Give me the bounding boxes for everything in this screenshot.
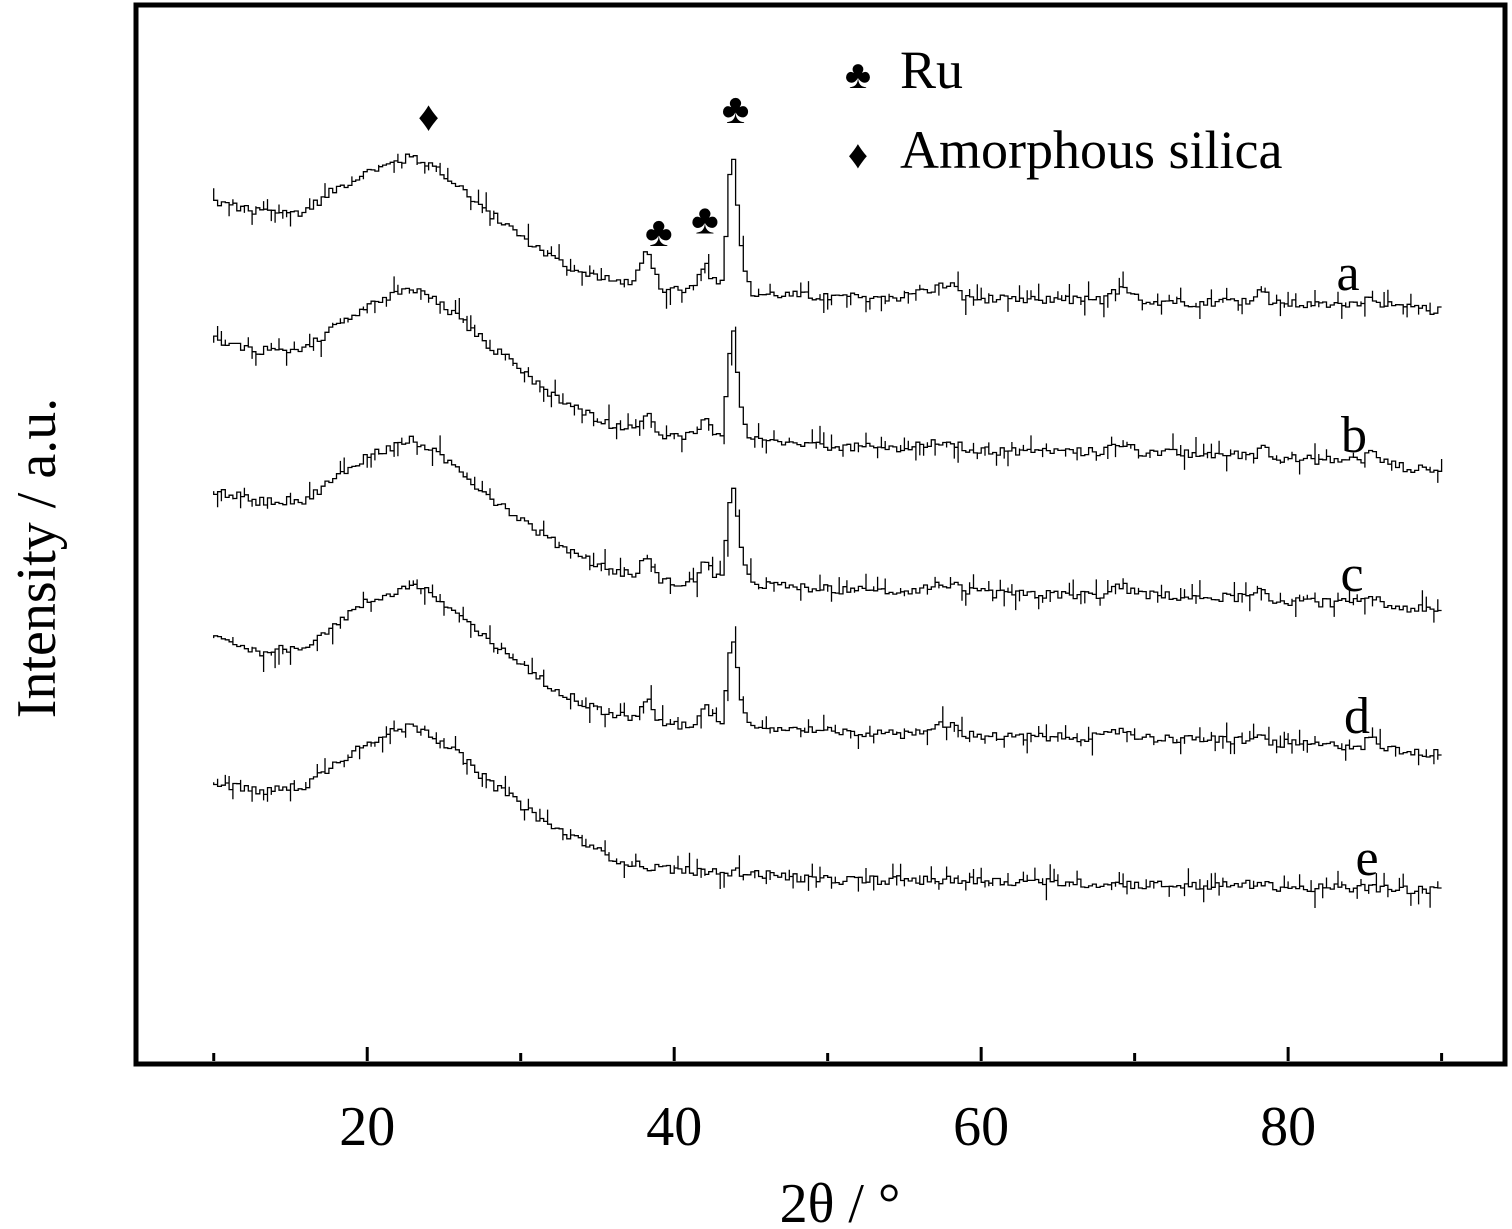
series-trace-b [213,276,1443,483]
x-axis-label: 2θ / ° [780,1173,901,1229]
x-ticks [212,1047,1444,1061]
y-axis-label: Intensity / a.u. [6,398,68,718]
x-tick-label: 80 [1260,1096,1316,1158]
series-trace-c [213,435,1442,623]
club-marker-icon: ♣ [722,87,750,133]
x-tick-label: 60 [953,1096,1009,1158]
series-label-d: d [1344,688,1370,745]
x-tick-label: 40 [646,1096,702,1158]
series-labels: a b c d e [1336,245,1378,887]
peak-markers: ♦ ♣ ♣ ♣ [418,87,749,256]
club-marker-icon: ♣ [691,198,719,244]
legend-club-icon: ♣ [845,52,871,97]
plot-frame [133,2,1508,1067]
club-marker-icon: ♣ [645,210,673,256]
legend-label: Amorphous silica [900,120,1282,180]
diamond-marker-icon: ♦ [418,95,439,141]
x-tick-labels: 20 40 60 80 [339,1096,1316,1158]
series-label-c: c [1340,546,1363,603]
x-tick-label: 20 [339,1096,395,1158]
series-trace-e [213,720,1442,908]
traces [213,153,1443,908]
legend: ♣ Ru ♦ Amorphous silica [845,40,1283,180]
series-label-e: e [1355,830,1378,887]
legend-diamond-icon: ♦ [848,132,868,177]
legend-label: Ru [900,40,963,100]
series-label-a: a [1336,245,1359,302]
series-trace-a [213,153,1442,319]
series-trace-d [213,579,1442,766]
series-label-b: b [1341,407,1367,464]
